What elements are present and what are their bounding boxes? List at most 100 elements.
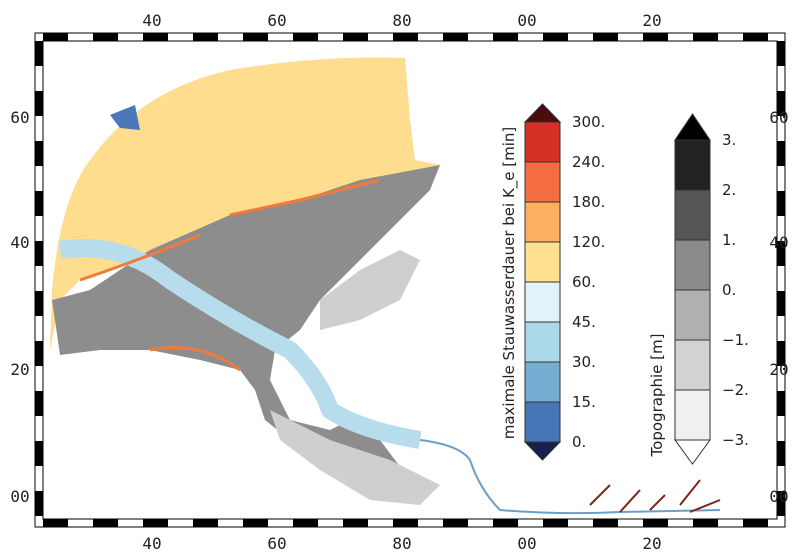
border-segment [243, 33, 268, 41]
right-label: 20 [769, 360, 788, 379]
top-label: 80 [392, 11, 411, 30]
border-segment [493, 33, 518, 41]
border-segment [643, 33, 668, 41]
border-segment [43, 519, 68, 527]
colorbar-arrow-top [523, 103, 562, 123]
border-segment [443, 519, 468, 527]
border-segment [343, 33, 368, 41]
border-segment [393, 33, 418, 41]
border-segment [243, 519, 268, 527]
colorbar-segment [524, 361, 561, 403]
colorbar-label: 180. [572, 193, 605, 211]
colorbar-segment [674, 339, 711, 391]
border-segment [777, 241, 785, 266]
topography-legend-title: Topographie [m] [648, 334, 666, 458]
colorbar-label: 30. [572, 353, 596, 371]
border-segment [777, 391, 785, 416]
colorbar-label: 0. [572, 433, 586, 451]
border-segment [777, 291, 785, 316]
border-segment [777, 41, 785, 66]
right-label: 00 [769, 487, 788, 506]
colorbar-arrow-bottom [674, 439, 711, 465]
river-branches [589, 479, 721, 513]
border-segment [193, 519, 218, 527]
top-label: 20 [642, 11, 661, 30]
border-segment [543, 519, 568, 527]
colorbar-segment [674, 239, 711, 291]
duration-legend: 300. 240. 180. 120. 60. 45. 30. 15. 0. [523, 103, 605, 461]
colorbar-segment [524, 201, 561, 243]
shallow-area [270, 250, 440, 505]
topography-legend: 3. 2. 1. 0. −1. −2. −3. [674, 113, 749, 465]
colorbar-arrow-top [674, 113, 711, 141]
border-segment [35, 91, 43, 116]
border-segment [293, 519, 318, 527]
left-label: 00 [10, 487, 29, 506]
top-label: 40 [142, 11, 161, 30]
colorbar-segment [524, 161, 561, 203]
right-label: 60 [769, 108, 788, 127]
border-segment [35, 191, 43, 216]
top-label: 00 [517, 11, 536, 30]
colorbar-label: 240. [572, 153, 605, 171]
colorbar-label: −1. [722, 331, 749, 349]
colorbar-label: −2. [722, 381, 749, 399]
colorbar-label: 1. [722, 231, 736, 249]
colorbar-segment [674, 139, 711, 191]
colorbar-segment [524, 241, 561, 283]
top-label: 60 [267, 11, 286, 30]
border-segment [93, 33, 118, 41]
border-segment [777, 441, 785, 466]
border-segment [777, 491, 785, 516]
duration-legend-title: maximale Stauwasserdauer bei K_e [min] [500, 127, 519, 440]
border-segment [693, 519, 718, 527]
border-segment [93, 519, 118, 527]
border-segment [493, 519, 518, 527]
shoreline-highlights [79, 178, 381, 372]
left-label: 20 [10, 360, 29, 379]
bottom-label: 60 [267, 534, 286, 553]
water-area [50, 57, 440, 350]
border-segment [293, 33, 318, 41]
left-label: 60 [10, 108, 29, 127]
border-segment [593, 33, 618, 41]
colorbar-label: 2. [722, 181, 736, 199]
colorbar-segment [524, 401, 561, 443]
colorbar-segment [524, 121, 561, 163]
border-segment [393, 519, 418, 527]
border-segment [777, 91, 785, 116]
border-segment [643, 519, 668, 527]
left-label: 40 [10, 233, 29, 252]
border-segment [443, 33, 468, 41]
border-segment [35, 491, 43, 516]
border-segment [193, 33, 218, 41]
right-label: 40 [769, 233, 788, 252]
bottom-label: 40 [142, 534, 161, 553]
colorbar-label: 0. [722, 281, 736, 299]
colorbar-label: 120. [572, 233, 605, 251]
map-border [34, 32, 786, 528]
border-segment [777, 141, 785, 166]
border-segment [43, 33, 68, 41]
border-segment [143, 33, 168, 41]
border-segment [35, 41, 43, 66]
colorbar-segment [524, 321, 561, 363]
border-segment [343, 519, 368, 527]
deep-spot [110, 105, 140, 130]
colorbar-label: 3. [722, 131, 736, 149]
colorbar-segment [524, 281, 561, 323]
border-segment [593, 519, 618, 527]
map-area [50, 57, 721, 515]
bottom-label: 20 [642, 534, 661, 553]
border-segment [35, 441, 43, 466]
border-segment [543, 33, 568, 41]
bottom-label: 80 [392, 534, 411, 553]
border-segment [35, 241, 43, 266]
colorbar-segment [674, 389, 711, 441]
colorbar-segment [674, 189, 711, 241]
colorbar-label: 300. [572, 113, 605, 131]
colorbar-label: 15. [572, 393, 596, 411]
colorbar-label: −3. [722, 431, 749, 449]
